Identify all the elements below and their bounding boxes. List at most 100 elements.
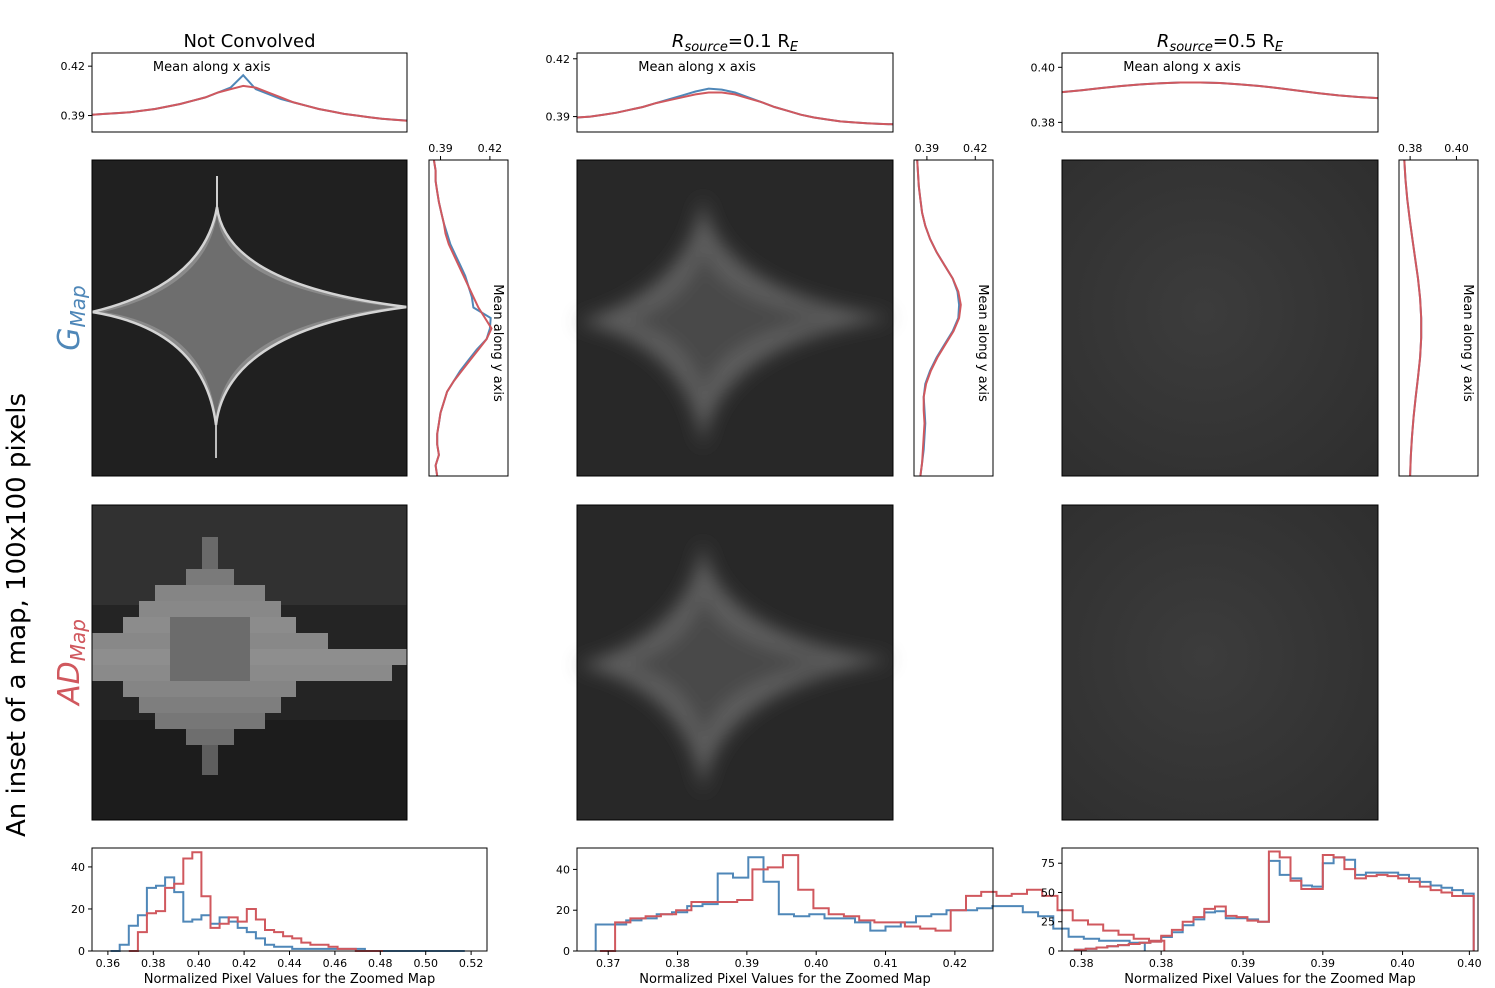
x-profile-0-ytick-label: 0.39 [61,110,86,123]
g-map-r05-image [1062,160,1378,476]
histogram-2-xtick-label: 0.39 [1231,957,1256,970]
histogram-0-xtick-label: 0.46 [323,957,348,970]
histogram-0-series-AD [128,851,383,952]
histogram-0-ytick-label: 20 [71,903,85,916]
g-map-r05-frame [1061,159,1379,477]
y-profile-frame-0 [428,159,509,477]
histogram-0-ytick-label: 0 [78,945,85,958]
column-title-r01-sub: source [684,40,727,55]
x-profile-0-series-AD [92,84,407,122]
histogram-0-xtick-label: 0.52 [459,957,484,970]
row-label-g-main: G [52,327,87,350]
histogram-1-xtick-label: 0.42 [943,957,968,970]
histogram-2-series-G [1073,856,1475,951]
y-profile-2-label: Mean along y axis [1460,284,1475,402]
ad-map-r01-image [577,505,893,820]
histogram-2-xlabel: Normalized Pixel Values for the Zoomed M… [1124,972,1415,987]
y-profile-1-label: Mean along y axis [975,284,990,402]
x-profile-plot-0 [92,73,407,122]
histogram-2-xtick-label: 0.40 [1457,957,1482,970]
y-profile-0-xtick-label: 0.39 [428,142,453,155]
histogram-2-xtick-label: 0.40 [1390,957,1415,970]
row-label-ad-map: ADMap [52,619,90,707]
histogram-1-xtick-label: 0.41 [873,957,898,970]
column-title-r01: Rsource=0.1 RE [672,31,799,55]
x-profile-plot-2 [1062,81,1378,100]
column-title-r05-sub2: E [1275,40,1284,55]
histogram-2-ytick-label: 25 [1041,916,1055,929]
x-profile-1-label: Mean along x axis [638,60,756,75]
y-profile-1-xtick-label: 0.39 [915,142,940,155]
x-profile-plot-1 [577,87,893,126]
histogram-1-xtick-label: 0.38 [665,957,690,970]
g-map-not-convolved-image [91,160,408,476]
histogram-2-ytick-label: 0 [1048,945,1055,958]
histogram-1-xtick-label: 0.40 [804,957,829,970]
y-profile-0-series-G [432,159,492,477]
ad-map-r05-frame [1061,504,1379,821]
histogram-0-ytick-label: 40 [71,861,85,874]
y-profile-1-series-AD [916,159,962,477]
y-profile-0-series-AD [432,159,493,477]
side-label: An inset of a map, 100x100 pixels [2,393,32,837]
histogram-2-series-AD [1073,850,1475,951]
g-map-not-convolved-frame [91,159,408,477]
x-profile-1-ytick-label: 0.42 [546,53,571,66]
y-profile-0-label: Mean along y axis [490,284,505,402]
y-profile-frame-1 [913,159,994,477]
row-label-ad-sub: Map [66,619,90,661]
histogram-0-xtick-label: 0.40 [186,957,211,970]
column-title-r05-rest: =0.5 R [1213,31,1275,52]
histogram-0-xtick-label: 0.44 [277,957,302,970]
histogram-2-xtick-label: 0.39 [1311,957,1336,970]
x-profile-2-series-AD [1062,81,1378,100]
g-map-r01-frame [576,159,894,477]
y-profile-2-xtick-label: 0.38 [1398,142,1423,155]
ad-map-not-convolved-frame [91,504,408,821]
x-profile-frame-1 [576,52,894,133]
histogram-1-ytick-label: 40 [556,863,570,876]
histogram-0-xtick-label: 0.42 [232,957,257,970]
histogram-frame-1 [576,847,994,952]
charts-layer: 0.39 0.42 Mean along x axis 0.39 0.42 Mean al… [61,52,1482,987]
column-title-r01-rest: =0.1 R [728,31,790,52]
row-label-ad-main: AD [52,661,87,707]
column-title-r05-main: R [1157,31,1170,52]
histogram-1-ytick-label: 0 [563,945,570,958]
x-profile-1-ytick-label: 0.39 [546,111,571,124]
x-profile-0-label: Mean along x axis [153,60,271,75]
g-map-r01-image [577,160,893,476]
histogram-2-xtick-label: 0.38 [1069,957,1094,970]
ad-map-not-convolved-image [92,505,407,820]
column-title-r01-sub2: E [790,40,799,55]
x-profile-2-series-G [1062,81,1378,100]
y-profile-1-xtick-label: 0.42 [963,142,988,155]
y-profile-frame-2 [1398,159,1479,477]
x-profile-0-ytick-label: 0.42 [61,60,86,73]
x-profile-2-ytick-label: 0.40 [1031,61,1056,74]
y-profile-0-xtick-label: 0.42 [478,142,503,155]
histogram-0-xtick-label: 0.48 [368,957,393,970]
x-profile-0-series-G [92,73,407,122]
y-profile-2-xtick-label: 0.40 [1444,142,1469,155]
histogram-2-ytick-label: 50 [1041,886,1055,899]
ad-map-r01-frame [576,504,894,821]
histogram-0-xtick-label: 0.38 [141,957,166,970]
histogram-0-series-G [110,876,465,952]
histogram-1-series-AD [599,854,1166,952]
histogram-1-xtick-label: 0.39 [735,957,760,970]
y-profile-2-series-AD [1403,159,1423,477]
histogram-1-xtick-label: 0.37 [596,957,621,970]
column-title-r05-sub: source [1169,40,1212,55]
histogram-0-xtick-label: 0.50 [413,957,438,970]
column-title-not-convolved: Not Convolved [183,31,315,52]
x-profile-2-label: Mean along x axis [1123,60,1241,75]
row-label-g-sub: Map [66,285,90,327]
x-profile-2-ytick-label: 0.38 [1031,116,1056,129]
histogram-0-xtick-label: 0.36 [96,957,121,970]
histogram-2-xtick-label: 0.38 [1149,957,1174,970]
x-profile-frame-0 [91,52,408,133]
histogram-1-ytick-label: 20 [556,904,570,917]
histogram-0-xlabel: Normalized Pixel Values for the Zoomed M… [144,972,435,987]
